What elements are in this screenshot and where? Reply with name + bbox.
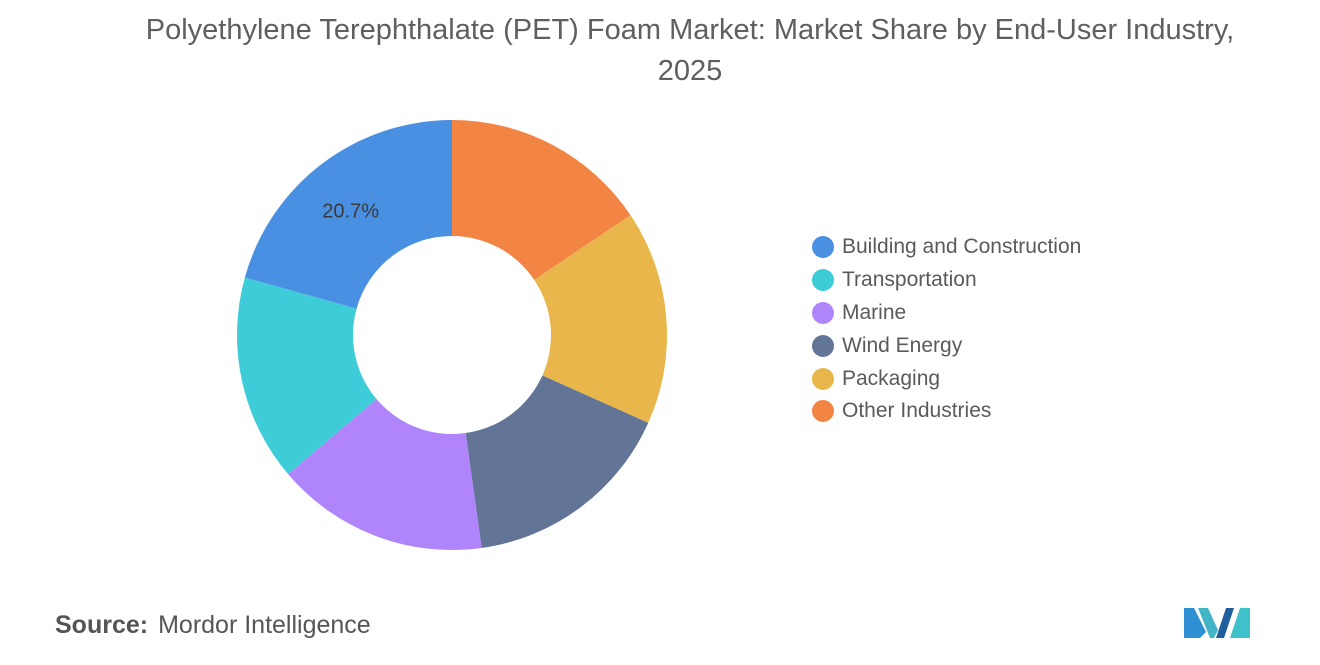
source-value: Mordor Intelligence [158,611,371,639]
slice-other-industries [452,120,631,280]
legend-item-packaging: Packaging [812,362,1081,395]
legend-label-other-industries: Other Industries [842,399,992,423]
legend-swatch-packaging [812,367,834,390]
legend-swatch-transportation [812,269,834,292]
legend-label-marine: Marine [842,300,907,324]
legend-label-packaging: Packaging [842,366,941,390]
legend-label-wind-energy: Wind Energy [842,333,963,357]
slice-transportation [237,277,377,475]
legend-swatch-wind-energy [812,334,834,357]
data-label-building-and-construction: 20.7% [322,200,379,222]
legend-item-transportation: Transportation [812,264,1081,297]
legend-item-wind-energy: Wind Energy [812,329,1081,362]
legend-label-building-and-construction: Building and Construction [842,235,1082,259]
source-label: Source: [55,611,149,639]
legend-item-marine: Marine [812,297,1081,330]
legend-swatch-marine [812,301,834,324]
slice-building-and-construction [244,120,452,309]
slice-marine [288,399,482,550]
slice-packaging [534,215,667,423]
legend-label-transportation: Transportation [842,268,977,292]
chart-legend: Building and Construction Transportation M… [812,231,1081,428]
legend-item-other-industries: Other Industries [812,395,1081,428]
legend-swatch-other-industries [812,400,834,423]
source-note: Source: Mordor Intelligence [55,611,371,640]
legend-item-building-and-construction: Building and Construction [812,231,1081,264]
chart-title: Polyethylene Terephthalate (PET) Foam Ma… [145,14,1235,87]
legend-swatch-building-and-construction [812,236,834,259]
mordor-intelligence-logo [1184,608,1250,638]
slice-wind-energy [465,375,649,548]
